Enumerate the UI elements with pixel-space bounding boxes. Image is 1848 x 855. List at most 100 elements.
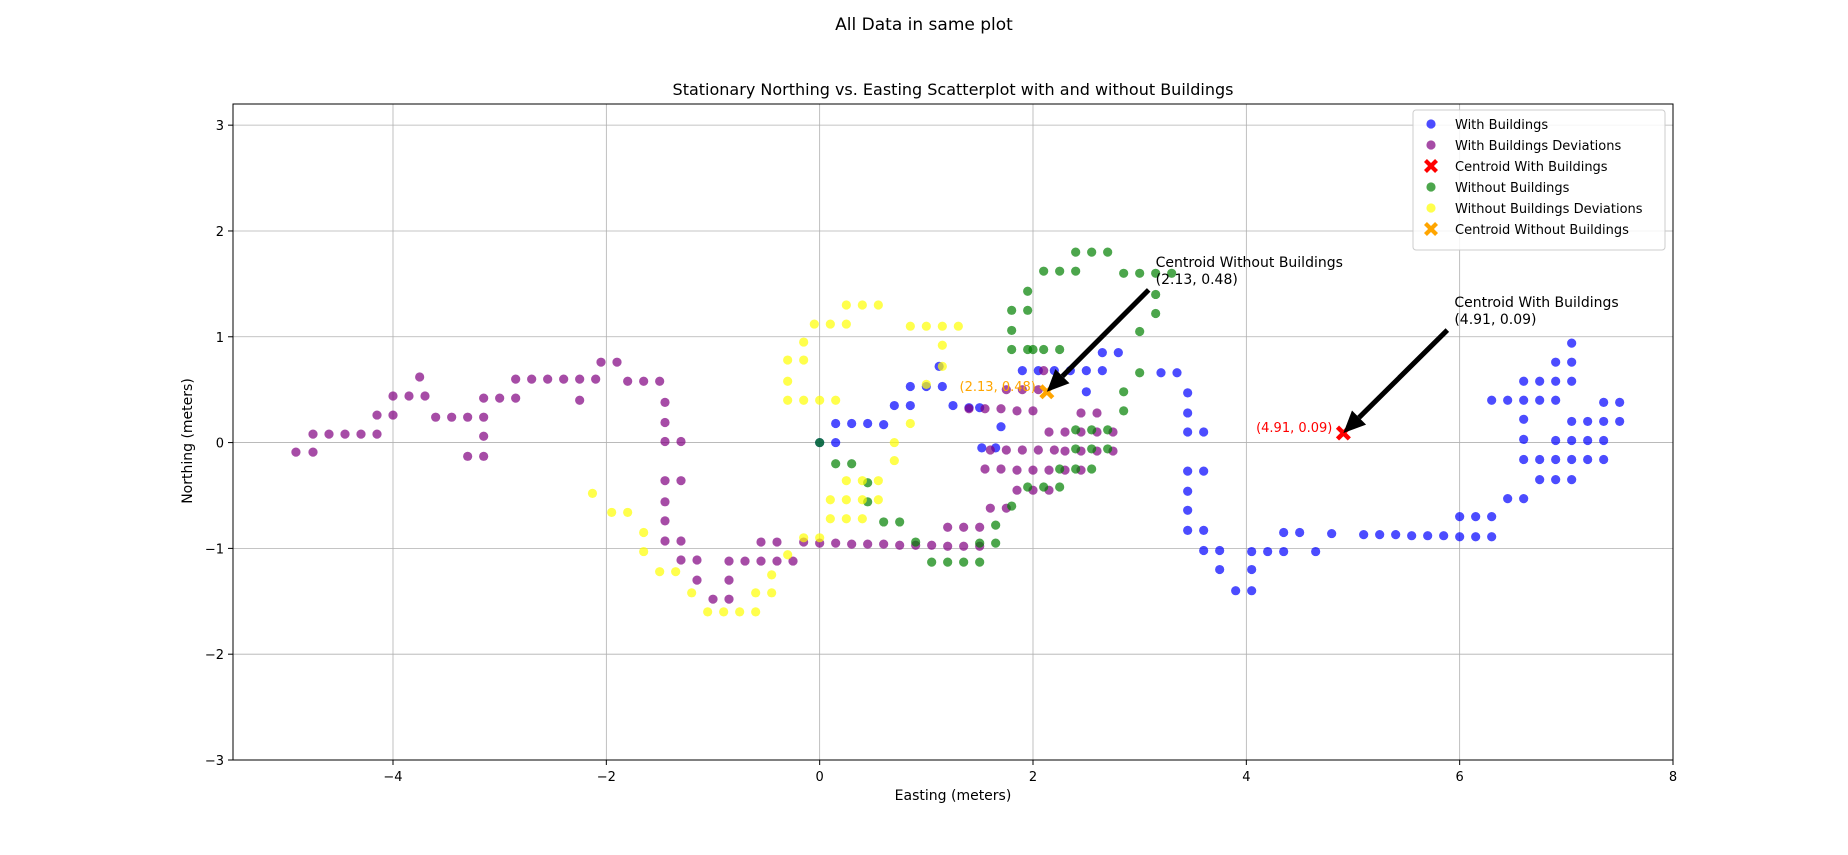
scatter-point xyxy=(889,437,899,448)
scatter-point xyxy=(841,495,851,505)
scatter-point xyxy=(756,537,766,547)
scatter-point xyxy=(943,557,953,567)
scatter-point xyxy=(767,588,777,598)
scatter-point xyxy=(1113,348,1123,358)
plot-frame xyxy=(232,103,1674,761)
scatter-point xyxy=(676,555,686,565)
x-tick-label: 8 xyxy=(1669,770,1677,785)
scatter-point xyxy=(815,437,825,448)
scatter-point xyxy=(1060,427,1070,437)
scatter-point xyxy=(1567,435,1577,446)
scatter-point xyxy=(511,393,521,403)
scatter-point xyxy=(1017,385,1027,395)
scatter-point xyxy=(660,397,670,407)
scatter-point xyxy=(1535,395,1545,405)
scatter-point xyxy=(308,429,318,439)
scatter-point xyxy=(1199,545,1209,556)
legend-item: Centroid With Buildings xyxy=(1424,159,1608,175)
scatter-point xyxy=(831,538,841,548)
x-tick-label: 6 xyxy=(1456,770,1464,785)
scatter-point xyxy=(1044,465,1054,475)
scatter-point xyxy=(404,391,414,401)
scatter-point xyxy=(772,556,782,566)
scatter-point xyxy=(921,379,931,389)
scatter-point xyxy=(1092,408,1102,418)
scatter-point xyxy=(1103,425,1113,435)
scatter-point xyxy=(1007,325,1017,336)
scatter-point xyxy=(825,514,835,524)
scatter-point xyxy=(687,588,697,598)
scatter-point xyxy=(847,459,857,469)
scatter-point xyxy=(799,395,809,405)
scatter-point xyxy=(783,550,793,560)
scatter-point xyxy=(1327,528,1337,539)
scatter-point xyxy=(783,376,793,386)
legend-box xyxy=(1412,109,1666,251)
legend-marker xyxy=(1426,203,1436,213)
scatter-point xyxy=(511,374,521,384)
scatter-point xyxy=(889,400,899,411)
scatter-point xyxy=(479,393,489,403)
scatter-point xyxy=(1247,546,1257,557)
legend-marker xyxy=(1426,182,1436,192)
scatter-point xyxy=(921,321,931,331)
scatter-point xyxy=(703,607,713,617)
scatter-point xyxy=(1023,286,1033,296)
scatter-point xyxy=(953,321,963,331)
scatter-point xyxy=(1375,530,1385,540)
scatter-point xyxy=(1487,532,1497,542)
scatter-point xyxy=(1039,366,1049,376)
scatter-point xyxy=(975,557,985,567)
scatter-point xyxy=(937,381,947,392)
scatter-point xyxy=(719,607,729,617)
annotation-layer: (4.91, 0.09)Centroid With Buildings(4.91… xyxy=(960,255,1619,436)
scatter-point xyxy=(463,412,473,422)
scatter-point xyxy=(1017,366,1027,376)
scatter-point xyxy=(575,374,585,384)
scatter-point xyxy=(1023,305,1033,315)
scatter-point xyxy=(1567,376,1577,386)
scatter-point xyxy=(1199,466,1209,476)
scatter-point xyxy=(809,319,819,329)
scatter-point xyxy=(724,556,734,566)
x-tick-label: −2 xyxy=(597,770,616,785)
legend: With Buildings With Buildings Deviations C… xyxy=(1412,109,1666,251)
scatter-point xyxy=(1087,247,1097,257)
scatter-point xyxy=(340,429,350,439)
scatter-point xyxy=(1055,266,1065,276)
legend-label: Centroid Without Buildings xyxy=(1455,223,1629,238)
scatter-point xyxy=(980,404,990,414)
scatter-point xyxy=(905,400,915,411)
scatter-point xyxy=(937,340,947,350)
scatter-point xyxy=(772,537,782,547)
series-1 xyxy=(291,357,1118,604)
scatter-point xyxy=(655,376,665,386)
x-tick-label: 0 xyxy=(816,770,824,785)
scatter-point xyxy=(1519,395,1529,405)
scatter-point xyxy=(1551,454,1561,465)
scatter-point xyxy=(927,557,937,567)
scatter-point xyxy=(1583,435,1593,446)
scatter-point xyxy=(991,520,1001,530)
scatter-point xyxy=(1599,454,1609,465)
scatter-point xyxy=(991,538,1001,548)
scatter-point xyxy=(372,410,382,420)
scatter-point xyxy=(623,376,633,386)
scatter-point xyxy=(1097,348,1107,358)
scatter-point xyxy=(1567,357,1577,367)
scatter-point xyxy=(1119,406,1129,416)
legend-item: Without Buildings xyxy=(1426,181,1570,196)
scatter-point xyxy=(767,570,777,580)
centroid-point-label: (2.13, 0.48) xyxy=(960,380,1036,395)
scatter-point xyxy=(1551,395,1561,405)
scatter-point xyxy=(895,517,905,527)
scatter-point xyxy=(911,537,921,547)
scatter-point xyxy=(1071,464,1081,474)
scatter-point xyxy=(1012,406,1022,416)
scatter-point xyxy=(927,540,937,550)
scatter-point xyxy=(1055,344,1065,355)
scatter-point xyxy=(1551,475,1561,485)
legend-label: Without Buildings xyxy=(1455,181,1570,196)
